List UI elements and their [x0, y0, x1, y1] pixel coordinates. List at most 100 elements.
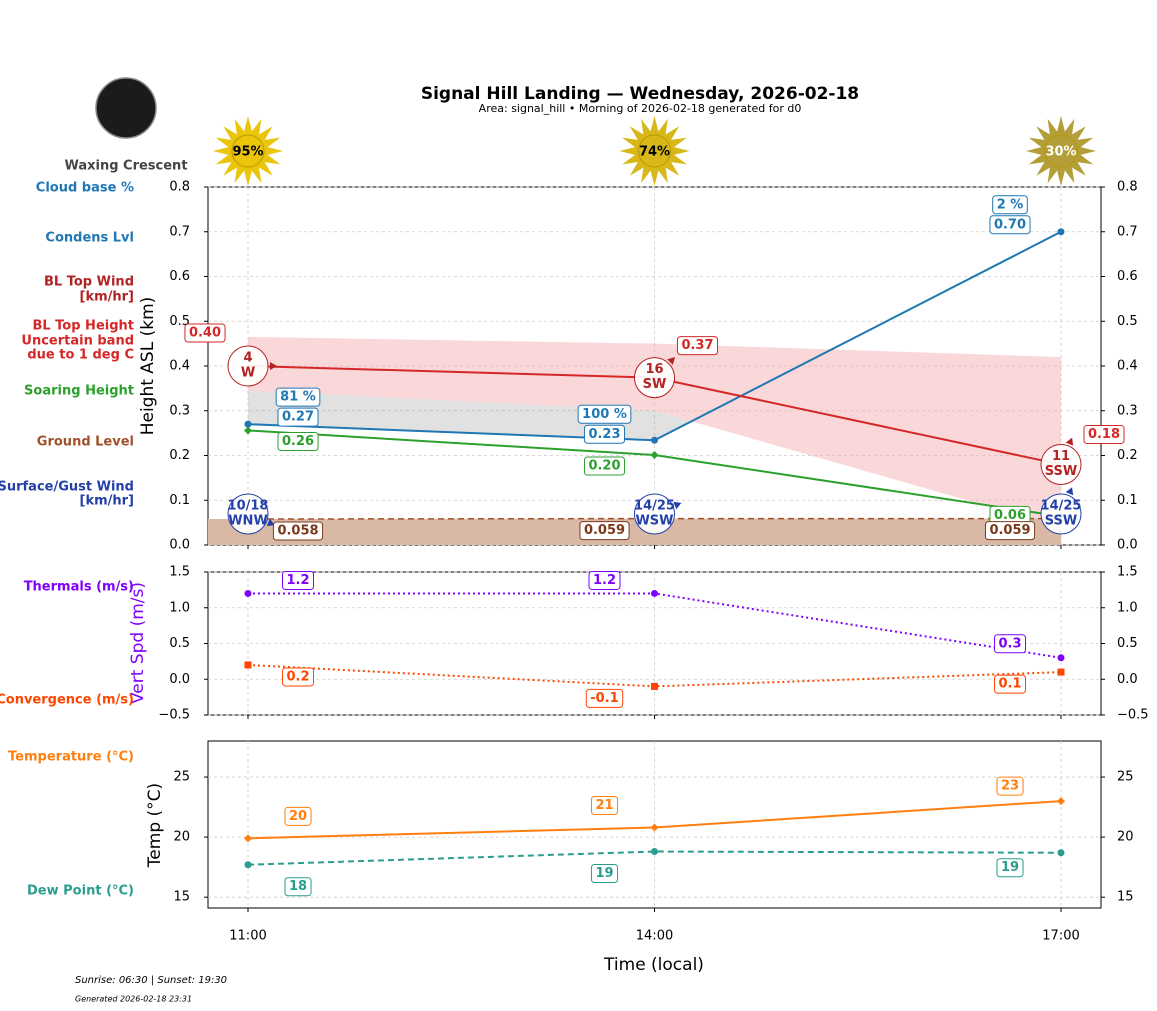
y-tick-label: 0.5 [169, 314, 190, 329]
data-label: 81 % [280, 390, 316, 405]
y-tick-label: 25 [1117, 770, 1134, 785]
data-label: 2 % [997, 197, 1024, 212]
series-name: Ground Level [37, 435, 134, 450]
wind-direction: SSW [1045, 464, 1077, 479]
data-label-box [996, 776, 1024, 796]
wind-arrow [673, 501, 682, 510]
y-tick-label: 0.3 [1117, 403, 1138, 418]
series-name: BL Top Wind [44, 275, 134, 290]
x-axis-label: Time (local) [603, 955, 704, 975]
data-label: 0.1 [998, 677, 1021, 692]
y-tick-label: 1.0 [1117, 600, 1138, 615]
data-label-box [989, 215, 1031, 235]
sun-disc [231, 134, 265, 168]
y-tick-label: −0.5 [158, 708, 190, 723]
data-label: 0.20 [588, 459, 620, 474]
y-axis-label: Vert Spd (m/s) [128, 582, 148, 704]
data-label-box [583, 424, 626, 444]
series-name: Thermals (m/s) [24, 580, 134, 595]
y-tick-label: 0.3 [169, 403, 190, 418]
data-label: 0.059 [989, 523, 1030, 538]
data-label: 0.06 [994, 508, 1026, 523]
marker [244, 834, 252, 843]
wind-speed: 11 [1052, 449, 1070, 464]
y-tick-label: 0.8 [1117, 180, 1138, 195]
data-label-box [590, 864, 619, 884]
data-label-box [579, 521, 630, 541]
wind-circle [227, 345, 269, 387]
y-tick-label: 0.6 [169, 269, 190, 284]
data-label-box [1083, 424, 1125, 444]
y-tick-label: 0.6 [1117, 269, 1138, 284]
marker [651, 682, 658, 690]
wind-arrow [270, 362, 277, 370]
y-tick-label: 0.4 [1117, 359, 1138, 374]
wind-speed: 10/18 [228, 499, 269, 514]
data-label-box [590, 796, 619, 816]
marker [650, 451, 659, 460]
data-label: 23 [1001, 779, 1019, 794]
y-tick-label: 0.1 [1117, 493, 1138, 508]
data-label: 0.18 [1088, 427, 1120, 442]
data-label-box [588, 570, 621, 590]
data-label: 20 [289, 809, 307, 824]
series-name: Soaring Height [24, 384, 134, 399]
wind-circle [1040, 493, 1082, 535]
data-label-box [984, 521, 1036, 541]
y-tick-label: 0.5 [169, 636, 190, 651]
series-name: Temperature (°C) [8, 750, 134, 765]
y-tick-label: 1.5 [169, 565, 190, 580]
marker [1057, 849, 1065, 857]
marker [244, 420, 252, 428]
data-label-box [281, 570, 315, 590]
data-label-box [676, 336, 719, 356]
wind-arrow [1065, 437, 1074, 446]
wind-circle [227, 493, 269, 535]
data-label: 0.40 [189, 326, 221, 341]
series-name: due to 1 deg C [27, 348, 134, 363]
y-tick-label: 0.0 [169, 672, 190, 687]
y-tick-label: 0.5 [1117, 636, 1138, 651]
data-label: 19 [595, 866, 613, 881]
sun-disc [1044, 134, 1078, 168]
wind-speed: 14/25 [1041, 499, 1082, 514]
marker [244, 661, 252, 669]
marker [244, 589, 252, 597]
sun-label: 95% [232, 145, 263, 160]
series-line [247, 663, 1062, 688]
y-tick-label: 0.8 [169, 180, 190, 195]
x-tick-label: 17:00 [1042, 929, 1079, 944]
series-name: Uncertain band [21, 334, 134, 349]
marker [651, 436, 658, 444]
sun-label: 30% [1045, 145, 1076, 160]
sun-disc [638, 134, 671, 168]
y-tick-label: 1.0 [169, 600, 190, 615]
y-axis-label: Temp (°C) [145, 783, 165, 868]
x-tick-label: 14:00 [636, 929, 673, 944]
series-name: BL Top Height [32, 319, 134, 334]
y-tick-label: 20 [1117, 830, 1134, 845]
y-tick-label: 0.4 [169, 359, 190, 374]
data-label-box [184, 323, 226, 343]
x-tick-label: 11:00 [229, 929, 266, 944]
wind-speed: 14/25 [634, 499, 675, 514]
series-name: Cloud base % [36, 181, 134, 196]
wind-arrow [1065, 487, 1074, 496]
y-tick-label: 0.1 [169, 493, 190, 508]
data-label: 0.26 [282, 434, 314, 449]
marker [244, 426, 252, 435]
data-label: 0.70 [994, 217, 1026, 232]
data-label: 0.23 [588, 427, 620, 442]
chart-title: Signal Hill Landing — Wednesday, 2026-02… [421, 84, 859, 104]
y-tick-label: 1.5 [1117, 565, 1138, 580]
y-tick-label: 0.2 [169, 448, 190, 463]
wind-speed: 4 [243, 351, 252, 366]
y-tick-label: 0.5 [1117, 314, 1138, 329]
data-label-box [284, 877, 312, 897]
series-line [247, 850, 1062, 866]
generated-note: Generated 2026-02-18 23:31 [75, 995, 192, 1004]
moon-phase: Waxing Crescent [64, 159, 187, 174]
marker [1057, 797, 1065, 806]
data-label-box [577, 404, 632, 424]
y-tick-label: 15 [173, 890, 190, 905]
